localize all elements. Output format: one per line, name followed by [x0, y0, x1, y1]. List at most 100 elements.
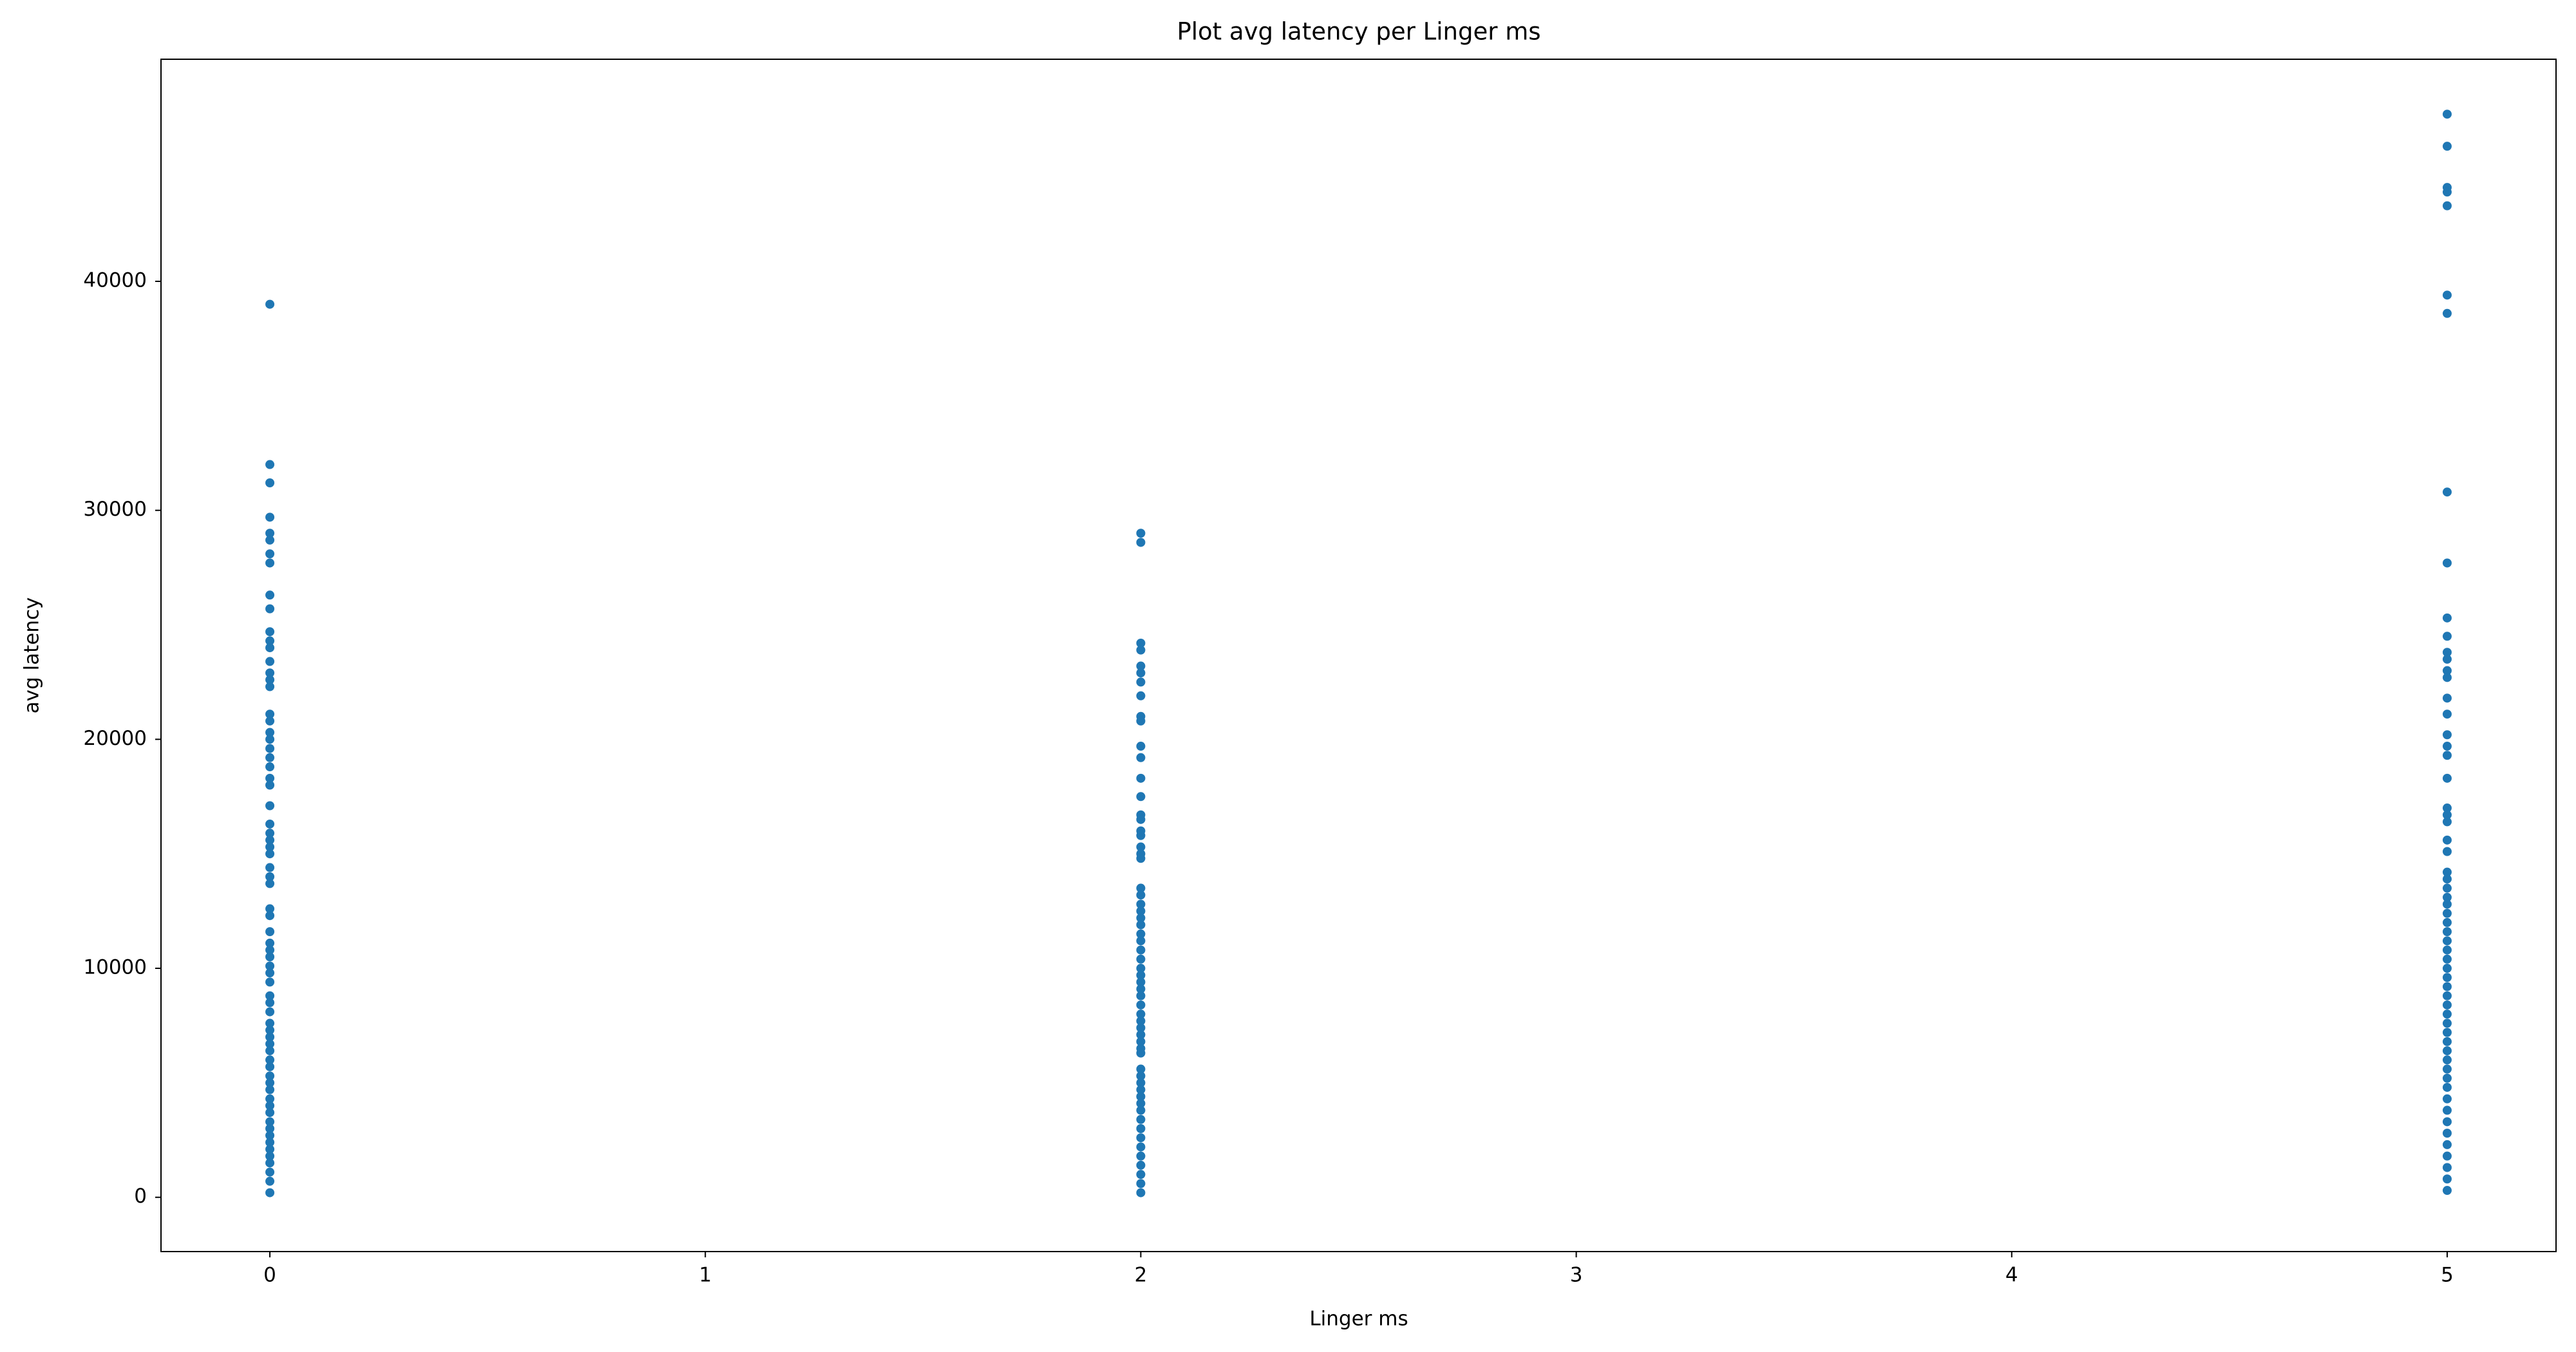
point [265, 1124, 275, 1134]
point [2442, 709, 2452, 719]
point [2442, 899, 2452, 909]
point [265, 1007, 275, 1017]
point [265, 1138, 275, 1147]
point [265, 558, 275, 568]
y-tick-label: 20000 [83, 727, 147, 750]
point [265, 682, 275, 691]
point [265, 991, 275, 1000]
point [1136, 899, 1146, 909]
point [265, 819, 275, 829]
point [2442, 1009, 2452, 1019]
point [2442, 187, 2452, 197]
point [2442, 954, 2452, 964]
point [2442, 883, 2452, 893]
point [265, 728, 275, 737]
point [1136, 906, 1146, 916]
point [265, 904, 275, 914]
point [2442, 109, 2452, 119]
point [1136, 668, 1146, 678]
point [265, 1026, 275, 1035]
point [265, 535, 275, 545]
point [265, 1062, 275, 1071]
point [2442, 693, 2452, 703]
point [265, 927, 275, 937]
point [1136, 1098, 1146, 1108]
point [265, 938, 275, 948]
point [1136, 677, 1146, 687]
point [1136, 1078, 1146, 1087]
point [265, 1071, 275, 1081]
point [1136, 913, 1146, 923]
point [2442, 1019, 2452, 1028]
point [2442, 991, 2452, 1000]
point [1136, 970, 1146, 980]
point [265, 952, 275, 962]
point [2442, 1064, 2452, 1074]
point [265, 961, 275, 971]
chart-title: Plot avg latency per Linger ms [1177, 18, 1540, 46]
point [265, 657, 275, 666]
point [265, 529, 275, 538]
point [1136, 1009, 1146, 1019]
point [1136, 1142, 1146, 1152]
x-tick-label: 4 [2005, 1264, 2018, 1287]
point [2442, 1129, 2452, 1138]
point [2442, 867, 2452, 877]
point [1136, 964, 1146, 973]
point [1136, 936, 1146, 946]
point [265, 709, 275, 719]
point [265, 1117, 275, 1127]
y-tick-label: 0 [134, 1185, 147, 1208]
point [2442, 973, 2452, 982]
point [265, 1108, 275, 1118]
point [1136, 1133, 1146, 1143]
point [2442, 936, 2452, 946]
point [2442, 773, 2452, 783]
point [1136, 1114, 1146, 1124]
plot-frame [160, 59, 2557, 1252]
point [265, 872, 275, 881]
point [2442, 908, 2452, 918]
point [1136, 984, 1146, 994]
point [1136, 773, 1146, 783]
point [265, 835, 275, 845]
point [2442, 308, 2452, 318]
point [265, 1151, 275, 1161]
point [265, 1101, 275, 1111]
point [265, 1055, 275, 1065]
point [2442, 927, 2452, 937]
point [2442, 945, 2452, 955]
point [2442, 1151, 2452, 1161]
point [1136, 883, 1146, 893]
point [2442, 742, 2452, 751]
point [2442, 817, 2452, 827]
point [2442, 1163, 2452, 1172]
point [2442, 1037, 2452, 1046]
point [265, 460, 275, 469]
point [265, 968, 275, 978]
point [2442, 1140, 2452, 1149]
point [1136, 529, 1146, 538]
point [2442, 1000, 2452, 1009]
point [1136, 716, 1146, 726]
point [265, 1094, 275, 1103]
point [265, 1039, 275, 1049]
point [1136, 945, 1146, 955]
point [1136, 814, 1146, 824]
point [265, 773, 275, 783]
point [2442, 1055, 2452, 1065]
point [1136, 1030, 1146, 1040]
point [2442, 142, 2452, 151]
point [2442, 1073, 2452, 1083]
point [2442, 1117, 2452, 1127]
point [1136, 1105, 1146, 1115]
point [1136, 1124, 1146, 1134]
point [1136, 1179, 1146, 1188]
point [265, 716, 275, 726]
point [2442, 654, 2452, 664]
y-tick-label: 10000 [83, 956, 147, 979]
point [1136, 920, 1146, 930]
point [2442, 810, 2452, 820]
point [265, 1078, 275, 1087]
